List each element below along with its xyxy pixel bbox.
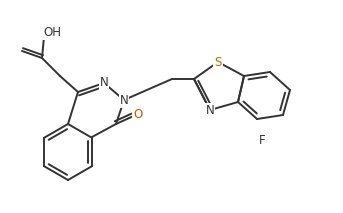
Text: N: N [99,76,108,89]
Text: O: O [133,108,143,121]
Text: N: N [120,95,128,108]
Text: N: N [205,104,214,117]
Text: F: F [259,134,265,147]
Text: S: S [214,56,222,69]
Text: OH: OH [43,26,61,39]
